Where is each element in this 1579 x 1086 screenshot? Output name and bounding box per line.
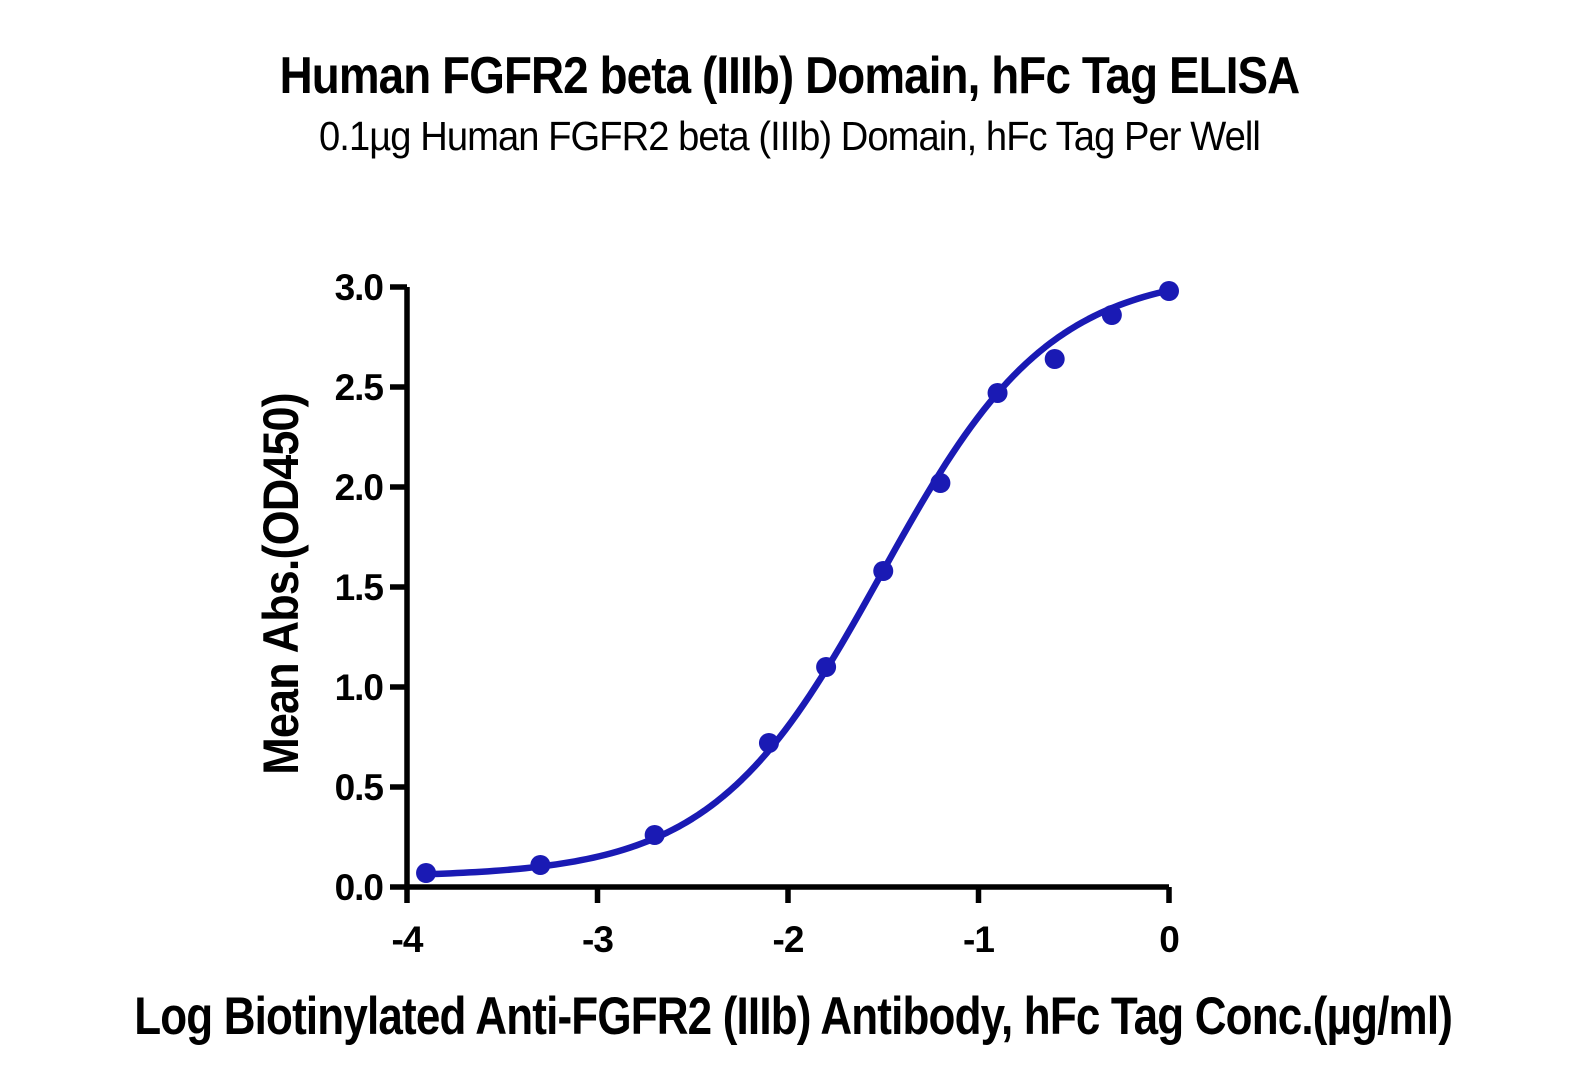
x-tick-label: 0 <box>1159 919 1179 960</box>
chart-title: Human FGFR2 beta (IIIb) Domain, hFc Tag … <box>279 47 1301 105</box>
y-tick-label: 0.0 <box>335 867 384 908</box>
data-point <box>987 383 1008 403</box>
chart-subtitle: 0.1µg Human FGFR2 beta (IIIb) Domain, hF… <box>319 113 1261 159</box>
axis-spines <box>404 287 1169 890</box>
data-point <box>530 855 551 875</box>
y-tick-label: 1.0 <box>335 667 384 708</box>
data-point <box>873 561 894 581</box>
data-point <box>1101 305 1122 325</box>
x-tick-label: -4 <box>392 919 424 960</box>
data-point <box>930 473 951 493</box>
data-point <box>1159 281 1179 301</box>
y-tick-label: 2.5 <box>335 367 384 408</box>
data-point <box>416 863 437 883</box>
x-tick-label: -1 <box>963 919 994 960</box>
y-tick-label: 2.0 <box>335 467 384 508</box>
x-tick-label: -2 <box>773 919 804 960</box>
x-tick-label: -3 <box>582 919 613 960</box>
data-point <box>758 733 779 753</box>
data-point <box>1044 349 1065 369</box>
x-axis-label: Log Biotinylated Anti-FGFR2 (IIIb) Antib… <box>134 987 1453 1046</box>
data-point <box>816 657 837 677</box>
y-tick-label: 1.5 <box>335 567 384 608</box>
data-point <box>644 825 665 845</box>
fit-curve <box>422 287 1173 878</box>
y-tick-label: 0.5 <box>335 767 384 808</box>
y-tick-label: 3.0 <box>335 267 384 308</box>
